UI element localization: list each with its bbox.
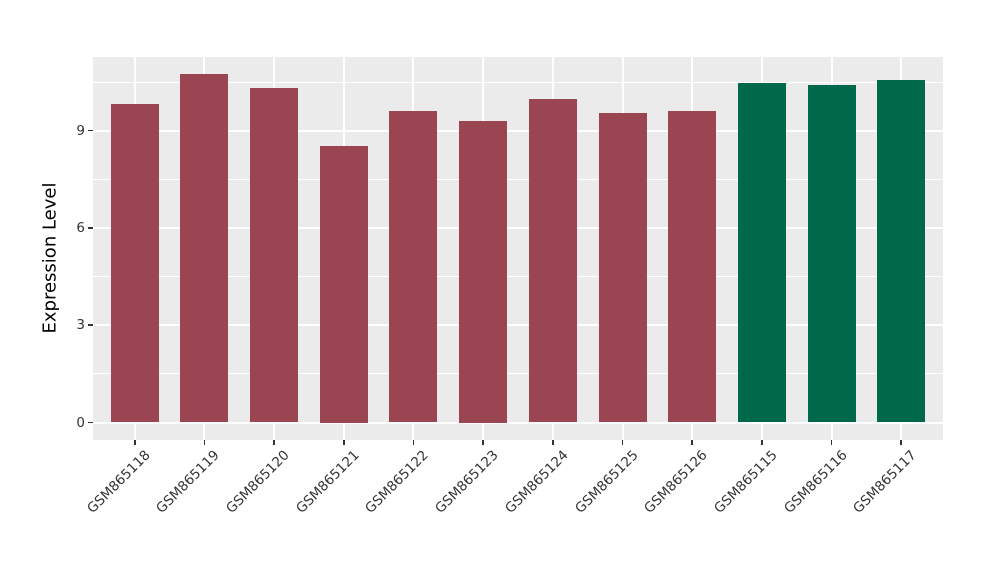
y-tick-mark [88,421,93,423]
x-tick-mark [691,440,693,445]
x-tick-label: GSM865116 [780,447,851,517]
x-tick-mark [412,440,415,445]
major-gridline-horizontal [93,421,943,424]
x-tick-label: GSM865121 [292,447,363,517]
x-tick-mark [482,440,484,445]
x-tick-label: GSM865117 [850,447,920,517]
x-tick-label: GSM865119 [153,447,224,517]
x-tick-label: GSM865122 [362,447,433,517]
x-tick-mark [203,440,206,445]
minor-gridline-horizontal [93,276,943,278]
bar-GSM865118 [110,103,159,423]
bar-GSM865115 [737,82,786,423]
bar-GSM865125 [598,112,647,423]
x-tick-mark [621,440,624,445]
y-tick-label: 0 [76,414,85,431]
x-tick-label: GSM865120 [223,447,293,517]
bar-GSM865126 [668,111,717,423]
bar-GSM865122 [389,111,438,423]
bar-GSM865124 [528,98,577,423]
x-tick-mark [761,440,763,445]
x-tick-mark [134,440,136,445]
bar-GSM865123 [459,121,508,423]
major-gridline-horizontal [93,324,943,327]
y-tick-label: 9 [76,122,85,139]
x-tick-label: GSM865115 [710,447,781,517]
bar-GSM865120 [250,88,299,423]
bar-GSM865117 [877,79,926,423]
x-tick-label: GSM865125 [571,447,642,517]
y-axis-title: Expression Level [39,182,61,334]
bar-GSM865119 [180,74,229,423]
y-tick-mark [88,324,93,326]
minor-gridline-horizontal [93,178,943,180]
y-tick-label: 6 [76,220,85,237]
major-gridline-horizontal [93,227,943,230]
major-gridline-horizontal [93,129,943,132]
x-tick-mark [552,440,554,445]
minor-gridline-horizontal [93,81,943,83]
y-tick-label: 3 [76,317,85,334]
x-tick-label: GSM865124 [501,447,572,517]
x-tick-mark [900,440,902,445]
minor-gridline-horizontal [93,373,943,375]
x-tick-label: GSM865123 [432,447,502,517]
x-tick-label: GSM865126 [641,447,711,517]
x-tick-mark [343,440,345,445]
bar-GSM865116 [807,84,856,423]
y-tick-mark [88,227,93,229]
x-tick-label: GSM865118 [83,447,154,517]
x-tick-mark [830,440,833,445]
plot-panel [93,57,943,440]
y-tick-mark [88,129,93,132]
x-tick-mark [273,440,275,445]
bar-GSM865121 [319,145,368,423]
